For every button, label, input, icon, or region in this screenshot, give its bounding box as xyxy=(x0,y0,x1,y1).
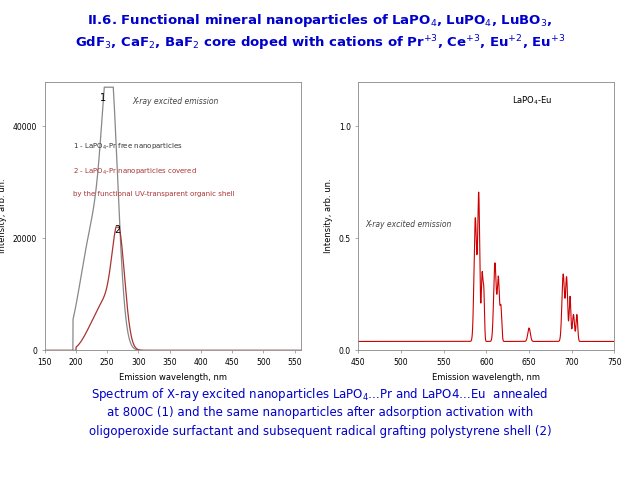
Text: 2 - LaPO$_4$-Pr nanoparticles covered: 2 - LaPO$_4$-Pr nanoparticles covered xyxy=(73,167,196,177)
Text: 1 - LaPO$_4$-Pr free nanoparticles: 1 - LaPO$_4$-Pr free nanoparticles xyxy=(73,142,183,152)
X-axis label: Emission wavelength, nm: Emission wavelength, nm xyxy=(119,372,227,382)
Text: oligoperoxide surfactant and subsequent radical grafting polystyrene shell (2): oligoperoxide surfactant and subsequent … xyxy=(89,425,551,438)
X-axis label: Emission wavelength, nm: Emission wavelength, nm xyxy=(433,372,540,382)
Text: II.6. Functional mineral nanoparticles of LaPO$_4$, LuPO$_4$, LuBO$_3$,: II.6. Functional mineral nanoparticles o… xyxy=(88,12,552,29)
Text: X-ray excited emission: X-ray excited emission xyxy=(132,97,219,106)
Text: 1: 1 xyxy=(100,93,106,103)
Text: Spectrum of X-ray excited nanoparticles LaPO$_4$…Pr and LaPO4…Eu  annealed: Spectrum of X-ray excited nanoparticles … xyxy=(92,386,548,403)
Y-axis label: Intensity, arb. un.: Intensity, arb. un. xyxy=(0,179,7,253)
Text: at 800C (1) and the same nanoparticles after adsorption activation with: at 800C (1) and the same nanoparticles a… xyxy=(107,406,533,419)
Text: 2: 2 xyxy=(115,225,121,235)
Text: by the functional UV-transparent organic shell: by the functional UV-transparent organic… xyxy=(73,192,234,197)
Text: LaPO$_4$-Eu: LaPO$_4$-Eu xyxy=(512,95,552,108)
Text: GdF$_3$, CaF$_2$, BaF$_2$ core doped with cations of Pr$^{+3}$, Ce$^{+3}$, Eu$^{: GdF$_3$, CaF$_2$, BaF$_2$ core doped wit… xyxy=(75,34,565,53)
Y-axis label: Intensity, arb. un.: Intensity, arb. un. xyxy=(324,179,333,253)
Text: X-ray excited emission: X-ray excited emission xyxy=(365,220,452,229)
